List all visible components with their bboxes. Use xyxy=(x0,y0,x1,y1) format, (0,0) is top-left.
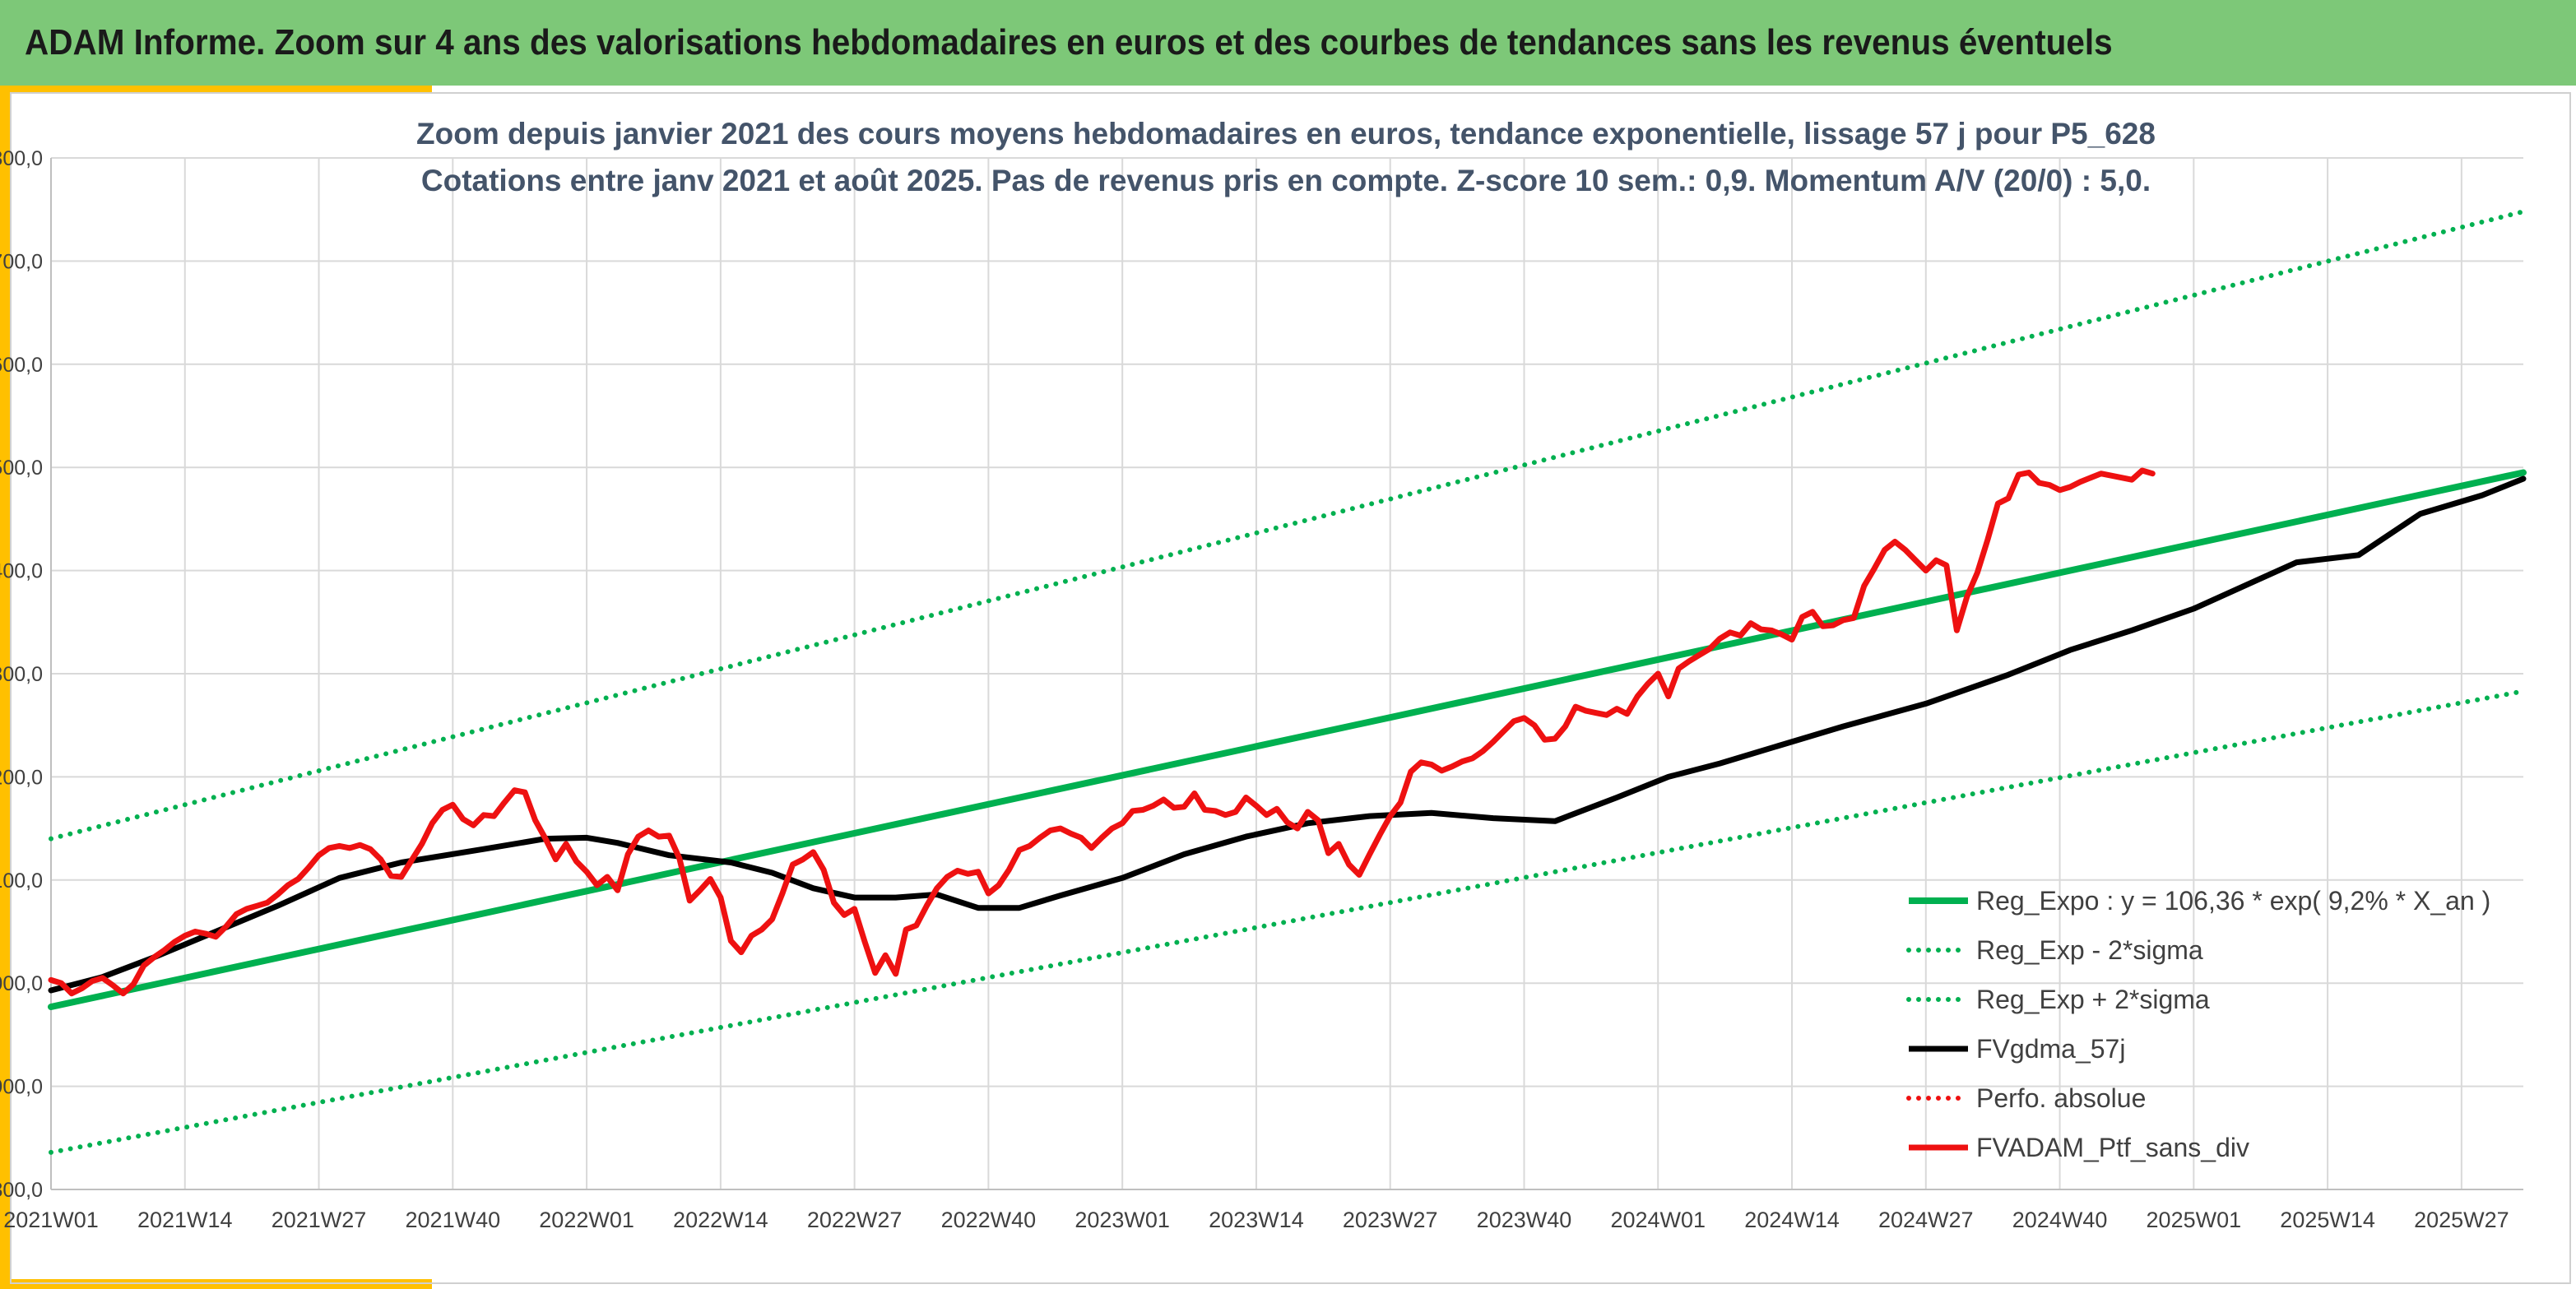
legend-label: Reg_Exp - 2*sigma xyxy=(1976,935,2203,965)
accent-bar-top xyxy=(0,86,432,92)
chart-grid xyxy=(50,157,2523,1190)
y-tick-label: 900,0 xyxy=(0,1076,43,1099)
x-tick-label: 2021W01 xyxy=(3,1208,99,1232)
series-line-fvadam-ptf-sans-div xyxy=(48,467,2156,997)
x-tick-label: 2021W14 xyxy=(137,1208,233,1232)
x-tick-label: 2022W01 xyxy=(539,1208,634,1232)
y-axis: 800,0 900,0 1 000,0 1 100,0 1 200,0 1 300,0 1 … xyxy=(0,147,43,1202)
x-tick-label: 2025W14 xyxy=(2280,1208,2375,1232)
y-tick-label: 1 400,0 xyxy=(0,560,43,583)
accent-bar-left xyxy=(0,86,10,1289)
series-group xyxy=(48,209,2527,1155)
x-tick-label: 2024W14 xyxy=(1744,1208,1840,1232)
x-tick-label: 2024W01 xyxy=(1610,1208,1706,1232)
legend-label: Perfo. absolue xyxy=(1976,1083,2146,1113)
chart-legend: Reg_Expo : y = 106,36 * exp( 9,2% * X_an… xyxy=(1906,886,2490,1162)
x-tick-label: 2021W27 xyxy=(272,1208,367,1232)
accent-bar-bottom xyxy=(0,1279,432,1289)
x-tick-label: 2024W40 xyxy=(2012,1208,2108,1232)
x-tick-label: 2023W27 xyxy=(1343,1208,1438,1232)
legend-label: Reg_Expo : y = 106,36 * exp( 9,2% * X_an… xyxy=(1976,886,2490,916)
x-tick-label: 2022W40 xyxy=(941,1208,1037,1232)
x-tick-label: 2022W27 xyxy=(807,1208,903,1232)
chart-frame xyxy=(10,92,2571,1284)
x-tick-label: 2025W27 xyxy=(2414,1208,2509,1232)
page-header: ADAM Informe. Zoom sur 4 ans des valoris… xyxy=(0,0,2576,86)
legend-label: FVADAM_Ptf_sans_div xyxy=(1976,1133,2249,1162)
legend-label: FVgdma_57j xyxy=(1976,1034,2125,1064)
y-tick-label: 1 500,0 xyxy=(0,457,43,480)
chart-title-line-1: Zoom depuis janvier 2021 des cours moyen… xyxy=(416,117,2156,151)
y-tick-label: 800,0 xyxy=(0,1179,43,1202)
y-tick-label: 1 200,0 xyxy=(0,766,43,789)
x-tick-label: 2022W14 xyxy=(673,1208,768,1232)
x-tick-label: 2023W14 xyxy=(1209,1208,1304,1232)
x-tick-label: 2021W40 xyxy=(406,1208,501,1232)
y-tick-label: 1 600,0 xyxy=(0,354,43,377)
legend-label: Reg_Exp + 2*sigma xyxy=(1976,985,2210,1014)
y-tick-label: 1 700,0 xyxy=(0,250,43,273)
x-tick-label: 2023W01 xyxy=(1074,1208,1170,1232)
chart-title-line-2: Cotations entre janv 2021 et août 2025. … xyxy=(421,164,2151,197)
x-tick-label: 2023W40 xyxy=(1477,1208,1572,1232)
x-tick-label: 2025W01 xyxy=(2147,1208,2242,1232)
series-line-reg-expo-y-106-36-exp-9-2-x-an xyxy=(48,469,2527,1010)
x-axis: 2021W01 2021W14 2021W27 2021W40 2022W01 2022W… xyxy=(3,1208,2509,1232)
y-tick-label: 1 300,0 xyxy=(0,663,43,686)
x-tick-label: 2024W27 xyxy=(1878,1208,1974,1232)
page-title: ADAM Informe. Zoom sur 4 ans des valoris… xyxy=(25,22,2113,63)
y-tick-label: 1 800,0 xyxy=(0,147,43,170)
y-tick-label: 1 100,0 xyxy=(0,869,43,893)
series-line-reg-exp-2-sigma xyxy=(49,209,2526,842)
y-tick-label: 1 000,0 xyxy=(0,972,43,995)
series-line-fvgdma-57j xyxy=(48,475,2527,994)
series-line-reg-exp-2-sigma xyxy=(49,689,2526,1155)
